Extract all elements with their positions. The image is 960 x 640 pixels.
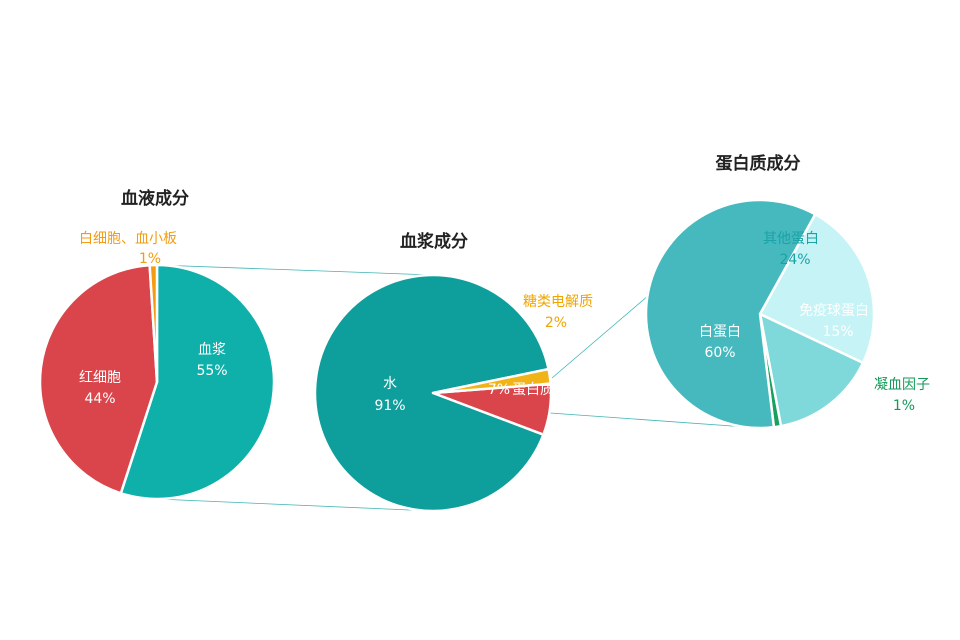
slice-label-sugar-electrolytes: 糖类电解质: [523, 294, 593, 310]
slice-label-protein: 蛋白质: [512, 382, 554, 398]
connector-line-plasma-top: [156, 264, 434, 276]
pie-slice-0-1: [38, 263, 159, 495]
pie-slice-2-0: [644, 198, 817, 430]
slice-value-protein: 7%: [488, 382, 510, 398]
pie-protein: [644, 198, 876, 430]
chart-title-plasma: 血浆成分: [400, 231, 468, 252]
connector-line-plasma-bottom: [156, 498, 434, 512]
slice-value-other-protein: 24%: [779, 252, 810, 268]
chart-title-protein: 蛋白质成分: [716, 153, 801, 174]
slice-label-clotting-factors: 凝血因子: [874, 377, 930, 393]
slice-value-clotting-factors: 1%: [893, 398, 915, 414]
slice-value-water: 91%: [374, 398, 405, 414]
slice-label-other-protein: 其他蛋白: [763, 231, 819, 247]
slice-value-immunoglobulin: 15%: [822, 324, 853, 340]
pie-plasma: [313, 273, 553, 513]
slice-value-rbc: 44%: [84, 391, 115, 407]
slice-label-albumin: 白蛋白: [699, 324, 741, 340]
pie-blood: [38, 263, 276, 501]
pie-slice-2-2: [758, 312, 865, 428]
pie-slice-0-0: [119, 263, 276, 501]
slice-value-sugar-electrolytes: 2%: [545, 315, 567, 331]
slice-value-plasma: 55%: [196, 363, 227, 379]
slice-label-water: 水: [383, 376, 397, 392]
slice-label-plasma: 血浆: [198, 342, 226, 358]
pie-slice-2-1: [758, 213, 876, 365]
slice-value-wbc-platelets: 1%: [139, 251, 161, 267]
chart-title-blood: 血液成分: [121, 188, 189, 209]
slice-value-albumin: 60%: [704, 345, 735, 361]
slice-label-rbc: 红细胞: [79, 370, 121, 386]
slice-label-wbc-platelets: 白细胞、血小板: [79, 231, 177, 247]
slice-label-immunoglobulin: 免疫球蛋白: [799, 303, 869, 319]
pie-slice-1-1: [431, 367, 552, 395]
pie-slice-0-2: [148, 263, 159, 384]
connector-line-protein-bottom: [549, 412, 761, 429]
